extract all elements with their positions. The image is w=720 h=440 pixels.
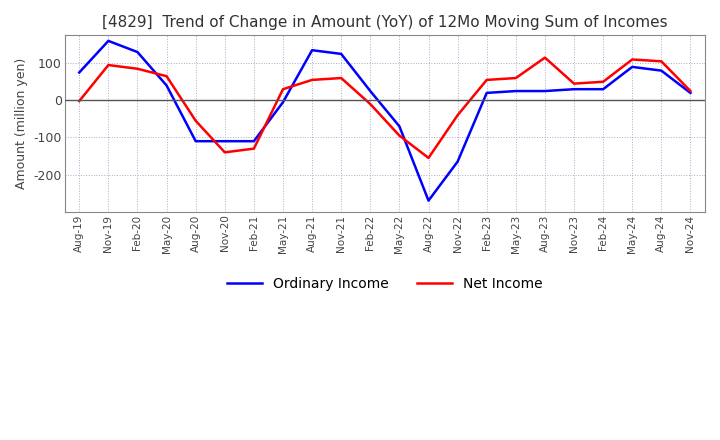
Line: Net Income: Net Income (79, 58, 690, 158)
Ordinary Income (395, 124, 404, 129)
Ordinary Income (133, 49, 142, 55)
Net Income (250, 146, 258, 151)
Y-axis label: Amount (million yen): Amount (million yen) (15, 58, 28, 189)
Net Income (482, 77, 491, 83)
Ordinary Income (657, 68, 666, 73)
Ordinary Income (541, 88, 549, 94)
Ordinary Income (482, 90, 491, 95)
Ordinary Income (366, 88, 374, 94)
Ordinary Income (511, 88, 520, 94)
Net Income (133, 66, 142, 71)
Ordinary Income (162, 83, 171, 88)
Ordinary Income (570, 87, 578, 92)
Ordinary Income (454, 159, 462, 164)
Net Income (686, 88, 695, 94)
Net Income (570, 81, 578, 86)
Net Income (307, 77, 316, 83)
Legend: Ordinary Income, Net Income: Ordinary Income, Net Income (222, 271, 548, 297)
Net Income (192, 118, 200, 123)
Ordinary Income (686, 90, 695, 95)
Ordinary Income (599, 87, 608, 92)
Net Income (599, 79, 608, 84)
Net Income (424, 155, 433, 161)
Net Income (220, 150, 229, 155)
Net Income (541, 55, 549, 60)
Ordinary Income (337, 51, 346, 57)
Ordinary Income (220, 139, 229, 144)
Ordinary Income (279, 99, 287, 105)
Ordinary Income (424, 198, 433, 203)
Ordinary Income (192, 139, 200, 144)
Net Income (657, 59, 666, 64)
Net Income (366, 101, 374, 106)
Net Income (75, 99, 84, 104)
Line: Ordinary Income: Ordinary Income (79, 41, 690, 201)
Net Income (279, 87, 287, 92)
Title: [4829]  Trend of Change in Amount (YoY) of 12Mo Moving Sum of Incomes: [4829] Trend of Change in Amount (YoY) o… (102, 15, 667, 30)
Net Income (628, 57, 636, 62)
Ordinary Income (104, 38, 113, 44)
Ordinary Income (75, 70, 84, 75)
Net Income (511, 75, 520, 81)
Net Income (454, 113, 462, 118)
Net Income (162, 73, 171, 79)
Ordinary Income (250, 139, 258, 144)
Ordinary Income (307, 48, 316, 53)
Net Income (104, 62, 113, 68)
Ordinary Income (628, 64, 636, 70)
Net Income (395, 133, 404, 138)
Net Income (337, 75, 346, 81)
